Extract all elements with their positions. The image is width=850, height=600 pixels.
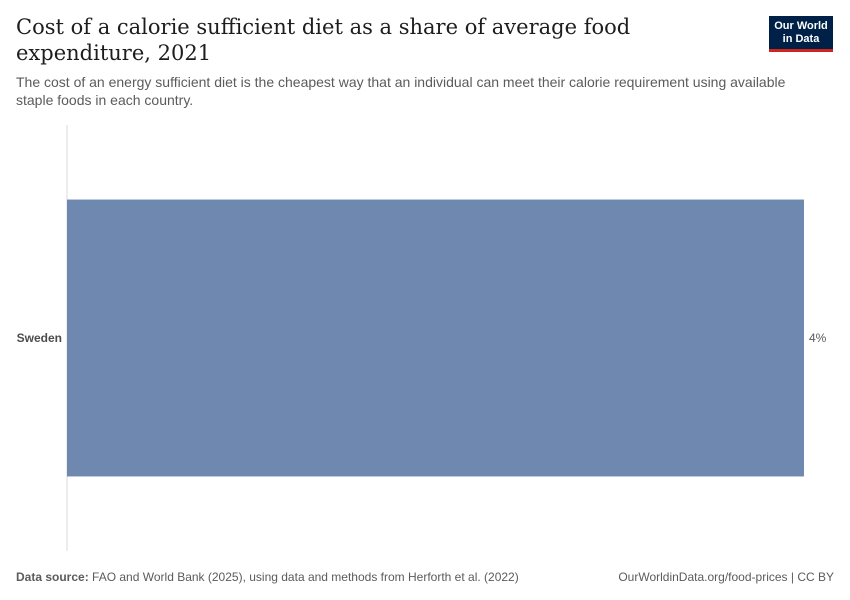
data-source-text: FAO and World Bank (2025), using data an… (92, 570, 519, 584)
bar-chart: Sweden 4% (17, 125, 827, 551)
chart-title: Cost of a calorie sufficient diet as a s… (16, 15, 631, 65)
owid-logo[interactable]: Our World in Data (769, 16, 833, 52)
value-label: 4% (809, 331, 827, 345)
source-url[interactable]: OurWorldinData.org/food-prices | CC BY (618, 570, 834, 584)
logo-line-1: Our World (774, 20, 828, 32)
category-label: Sweden (17, 331, 62, 345)
data-source-label: Data source: (16, 570, 89, 584)
bar-sweden[interactable] (67, 199, 804, 477)
chart-subtitle: The cost of an energy sufficient diet is… (16, 74, 786, 108)
bars-group: Sweden 4% (17, 199, 827, 477)
logo-line-2: in Data (782, 33, 820, 45)
data-source: Data source: FAO and World Bank (2025), … (16, 570, 519, 584)
